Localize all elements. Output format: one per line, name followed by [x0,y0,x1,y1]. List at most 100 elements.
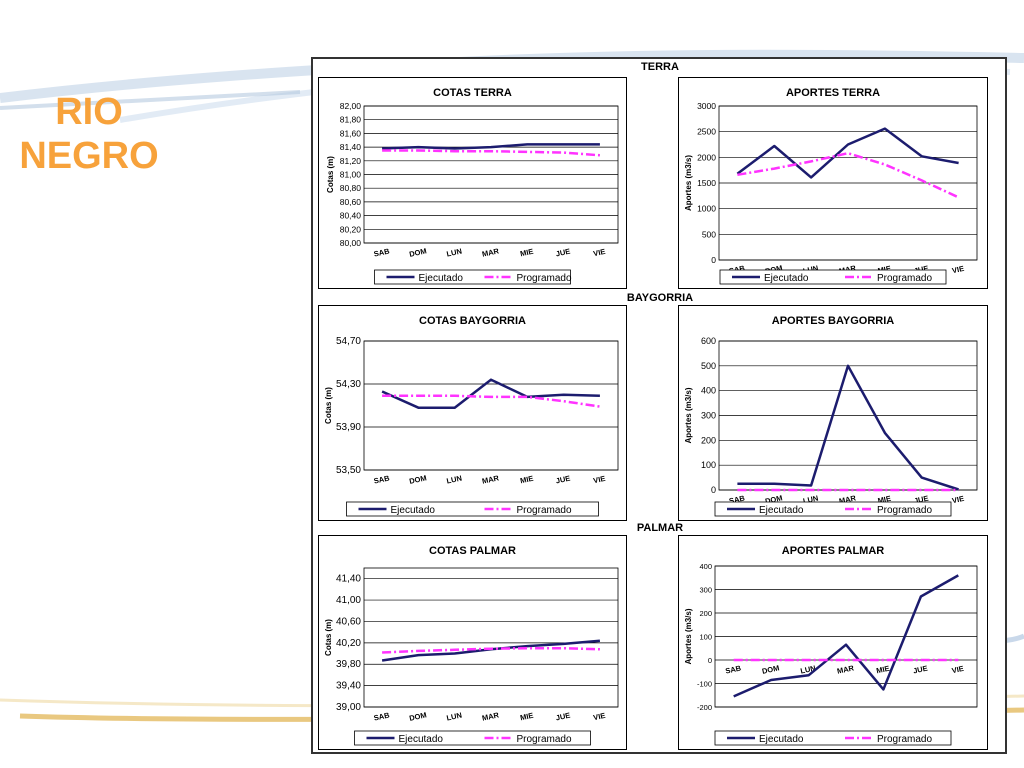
aportes-palmar-plot-area [714,565,978,708]
cotas-baygorria-xtick-label: DOM [408,473,427,485]
aportes-baygorria-legend [714,501,952,517]
cotas-terra-ytick-label: 81,80 [340,115,362,125]
aportes-palmar-xtick-label: DOM [761,663,780,675]
aportes-baygorria-xtick-label: VIE [951,494,965,505]
cotas-terra-xtick-label: LUN [446,247,463,259]
cotas-palmar-plot-area [363,567,619,708]
aportes-terra-ytick-label: 1500 [697,178,716,188]
cotas-palmar-xtick-label: VIE [592,711,606,722]
aportes-terra-ytick-label: 0 [711,255,716,265]
cotas-baygorria-xtick-label: MAR [481,473,500,485]
aportes-palmar-xtick-label: SAB [725,663,743,675]
aportes-palmar-xtick-label: VIE [951,664,965,675]
cotas-palmar-xtick-label: LUN [446,711,463,723]
cotas-terra-ytick-label: 80,40 [340,211,362,221]
cotas-baygorria-legend-label: Programado [517,505,572,516]
cotas-terra-series-ejecutado [382,143,600,150]
cotas-baygorria-ytick-label: 53,50 [336,465,361,476]
aportes-palmar-xtick-label: MAR [836,663,855,675]
chart-cotas-palmar: COTAS PALMAR 41,40 41,00 40,60 40,20 39,80 39,… [318,535,627,750]
cotas-baygorria-svg: COTAS BAYGORRIA 54,70 54,30 53,90 53,50 Cotas… [324,315,619,517]
aportes-palmar-series-ejecutado [733,574,959,698]
cotas-terra-xtick-label: MIE [519,247,534,259]
aportes-terra-ytick-label: 2000 [697,152,716,162]
aportes-terra-ytick-label: 2500 [697,127,716,137]
cotas-terra-ylabel: Cotas (m) [326,156,335,193]
cotas-terra-title: COTAS TERRA [433,87,512,99]
chart-aportes-terra: APORTES TERRA 3000 2500 2000 1500 1000 500 0 Apo… [678,77,988,289]
slide-title: RIO NEGRO [14,90,164,178]
cotas-terra-ytick-label: 80,80 [340,183,362,193]
cotas-baygorria-plot-area [363,340,619,471]
aportes-terra-title: APORTES TERRA [786,87,880,99]
cotas-palmar-ytick-label: 39,40 [336,681,361,692]
aportes-palmar-ytick-label: 100 [699,633,712,642]
cotas-terra-xtick-label: SAB [373,246,391,258]
cotas-palmar-legend [354,730,591,746]
cotas-terra-ytick-label: 81,60 [340,128,362,138]
cotas-palmar-ytick-label: 41,40 [336,574,361,585]
cotas-palmar-ytick-label: 39,80 [336,659,361,670]
aportes-palmar-svg: APORTES PALMAR 400 300 200 100 0 -100 -200 Aport… [684,545,978,746]
aportes-baygorria-ytick-label: 100 [701,460,716,470]
aportes-baygorria-ytick-label: 300 [701,411,716,421]
aportes-terra-legend-label: Ejecutado [764,273,809,284]
aportes-palmar-ytick-label: 300 [699,586,712,595]
aportes-terra-legend-label: Programado [877,273,932,284]
cotas-palmar-series-ejecutado [381,639,601,662]
cotas-palmar-ytick-label: 40,20 [336,638,361,649]
chart-aportes-palmar: APORTES PALMAR 400 300 200 100 0 -100 -200 Aport… [678,535,988,750]
aportes-terra-xtick-label: MIE [877,264,892,276]
cotas-palmar-ytick-label: 39,00 [336,702,361,713]
cotas-palmar-ytick-label: 41,00 [336,595,361,606]
cotas-palmar-title: COTAS PALMAR [429,545,516,557]
aportes-baygorria-ytick-label: 400 [701,386,716,396]
cotas-baygorria-xtick-label: LUN [446,474,463,486]
cotas-terra-legend-label: Programado [517,273,572,284]
aportes-terra-xtick-label: VIE [951,264,965,275]
aportes-terra-ytick-label: 500 [702,229,716,239]
aportes-palmar-xtick-label: MIE [875,664,890,676]
cotas-baygorria-xtick-label: MIE [519,474,534,486]
section-label-baygorria: BAYGORRIA [626,292,694,304]
slide-title-line2: NEGRO [19,135,159,177]
cotas-terra-legend-label: Ejecutado [419,273,464,284]
aportes-terra-xtick-label: JUE [913,264,929,276]
aportes-baygorria-title: APORTES BAYGORRIA [772,315,895,327]
cotas-terra-xtick-label: MAR [481,246,500,258]
slide-title-line1: RIO [55,91,123,133]
chart-cotas-baygorria: COTAS BAYGORRIA 54,70 54,30 53,90 53,50 Cotas… [318,305,627,521]
cotas-palmar-xtick-label: SAB [373,710,391,722]
aportes-palmar-ytick-label: -200 [697,703,712,712]
aportes-baygorria-legend-label: Ejecutado [759,505,804,516]
cotas-baygorria-ytick-label: 53,90 [336,422,361,433]
cotas-palmar-xtick-label: MIE [519,711,534,723]
aportes-terra-series-programado [737,151,960,199]
cotas-terra-legend [374,269,571,285]
cotas-baygorria-ytick-label: 54,30 [336,379,361,390]
aportes-terra-plot-area [718,105,978,261]
aportes-palmar-xtick-label: JUE [912,664,928,676]
aportes-terra-ylabel: Aportes (m3/s) [684,155,693,211]
aportes-baygorria-xtick-label: JUE [913,494,929,506]
cotas-terra-ytick-label: 80,00 [340,238,362,248]
aportes-palmar-legend-label: Ejecutado [759,734,804,745]
cotas-terra-xtick-label: JUE [555,247,571,259]
section-label-palmar: PALMAR [636,522,684,534]
cotas-palmar-legend-label: Ejecutado [399,734,444,745]
aportes-palmar-ytick-label: -100 [697,680,712,689]
cotas-baygorria-ylabel: Cotas (m) [324,387,333,424]
aportes-palmar-legend-label: Programado [877,734,932,745]
cotas-palmar-ylabel: Cotas (m) [324,619,333,656]
cotas-palmar-svg: COTAS PALMAR 41,40 41,00 40,60 40,20 39,80 39,… [324,545,619,746]
cotas-terra-ytick-label: 82,00 [340,101,362,111]
aportes-palmar-ytick-label: 0 [708,656,712,665]
cotas-palmar-xtick-label: MAR [481,710,500,722]
cotas-terra-ytick-label: 81,20 [340,156,362,166]
cotas-terra-ytick-label: 80,20 [340,224,362,234]
aportes-terra-svg: APORTES TERRA 3000 2500 2000 1500 1000 500 0 Apo… [684,87,978,285]
cotas-baygorria-xtick-label: SAB [373,473,391,485]
aportes-palmar-ytick-label: 400 [699,562,712,571]
cotas-palmar-legend-label: Programado [517,734,572,745]
cotas-terra-ytick-label: 81,40 [340,142,362,152]
